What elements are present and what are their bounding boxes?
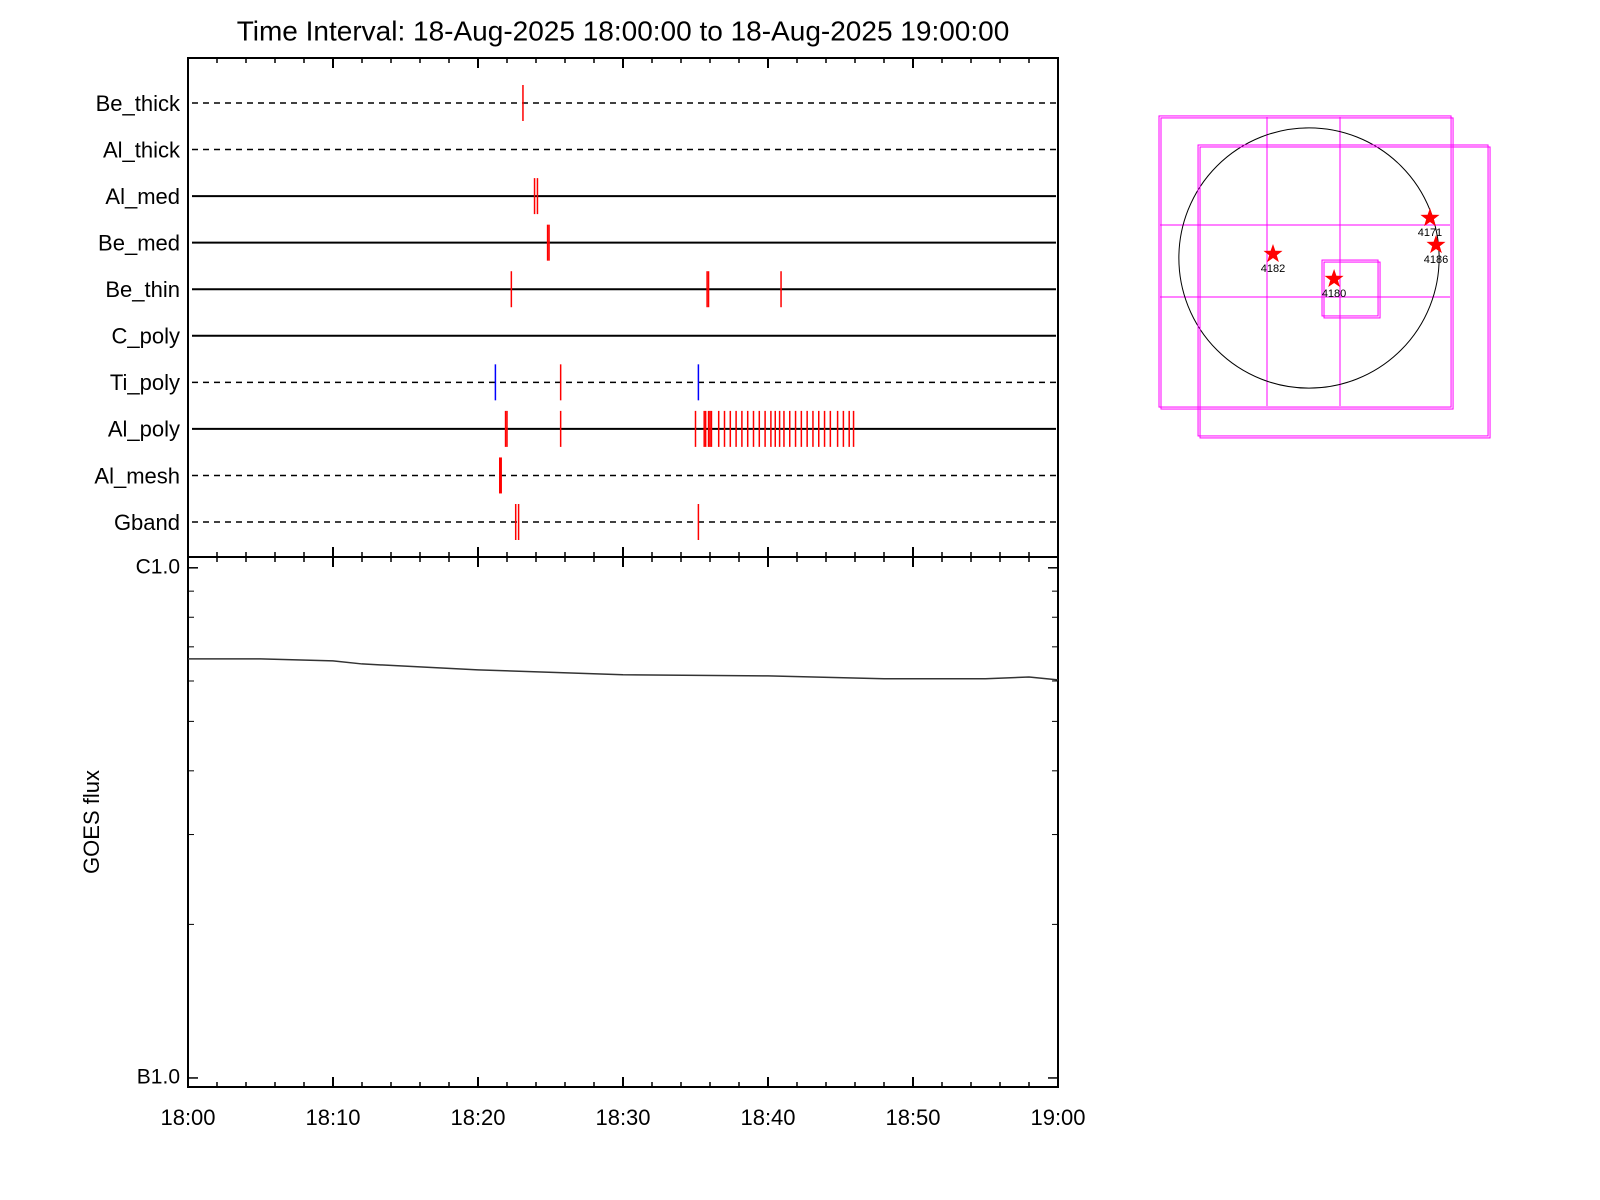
y-tick-label: B1.0 xyxy=(137,1066,180,1089)
ar-star xyxy=(1420,208,1440,227)
ar-label: 4180 xyxy=(1322,288,1346,300)
row-label: Al_med xyxy=(105,184,180,209)
ar-star xyxy=(1426,235,1446,254)
chart-title: Time Interval: 18-Aug-2025 18:00:00 to 1… xyxy=(237,15,1010,46)
x-tick-label: 18:00 xyxy=(160,1105,215,1130)
solar-disk xyxy=(1178,127,1440,389)
row-label: Al_thick xyxy=(103,137,181,162)
x-tick-label: 18:30 xyxy=(595,1105,650,1130)
fov-box xyxy=(1197,144,1489,437)
ar-label: 4186 xyxy=(1424,254,1448,266)
flux-line xyxy=(188,658,1059,681)
row-label: C_poly xyxy=(112,324,180,349)
x-tick-label: 18:40 xyxy=(740,1105,795,1130)
fov-box xyxy=(1158,115,1452,408)
map-grid xyxy=(1160,117,1450,406)
ar-star xyxy=(1324,269,1344,287)
ar-star xyxy=(1263,244,1283,263)
ar-label: 4182 xyxy=(1261,263,1285,275)
fov-box xyxy=(1160,117,1454,410)
timeline-frame xyxy=(187,57,1059,558)
x-tick-label: 19:00 xyxy=(1030,1105,1085,1130)
y-axis-label: GOES flux xyxy=(79,770,104,874)
fov-box xyxy=(1323,261,1381,319)
fov-box xyxy=(1199,146,1491,439)
row-label: Ti_poly xyxy=(110,370,180,395)
row-label: Be_thin xyxy=(105,277,180,302)
x-tick-label: 18:50 xyxy=(885,1105,940,1130)
row-label: Gband xyxy=(114,510,180,535)
row-label: Al_mesh xyxy=(94,463,180,488)
fov-box xyxy=(1321,259,1379,317)
flux-frame xyxy=(187,556,1059,1088)
row-label: Al_poly xyxy=(108,417,180,442)
row-label: Be_thick xyxy=(96,91,181,116)
y-tick-label: C1.0 xyxy=(136,555,180,578)
row-label: Be_med xyxy=(98,230,180,255)
x-tick-label: 18:10 xyxy=(305,1105,360,1130)
ar-label: 4171 xyxy=(1418,227,1442,239)
x-tick-label: 18:20 xyxy=(450,1105,505,1130)
